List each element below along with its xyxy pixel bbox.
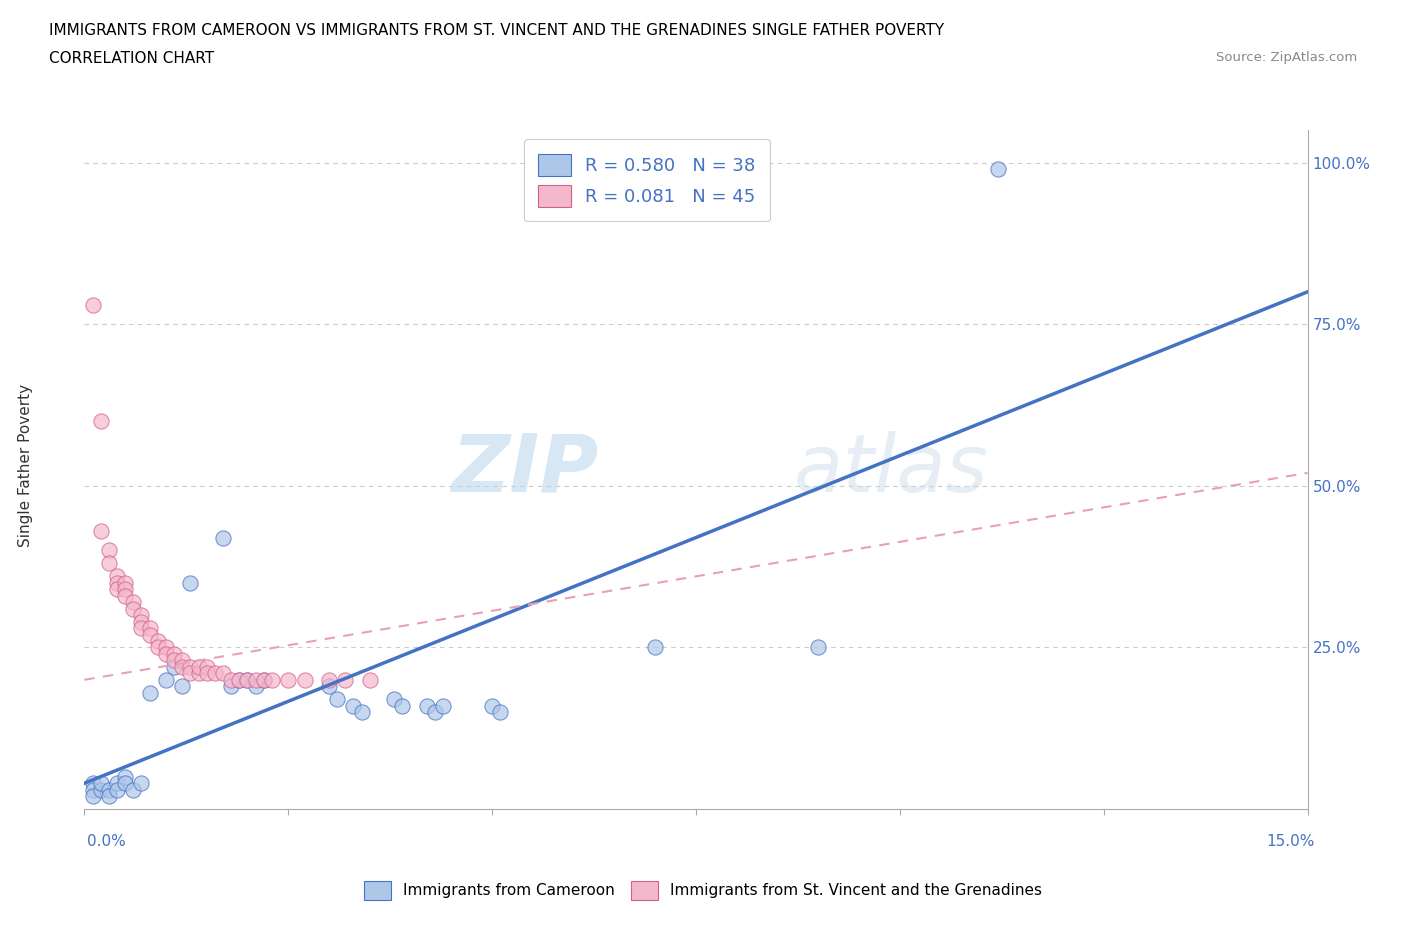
Point <box>807 640 830 655</box>
Point <box>82 776 104 790</box>
Point <box>179 576 201 591</box>
Point <box>82 789 104 804</box>
Point <box>163 659 186 674</box>
Point <box>245 672 267 687</box>
Point <box>326 692 349 707</box>
Point <box>260 672 283 687</box>
Point <box>644 640 666 655</box>
Point <box>195 659 218 674</box>
Point <box>105 582 128 597</box>
Point <box>277 672 299 687</box>
Point <box>204 666 226 681</box>
Point <box>219 672 242 687</box>
Point <box>253 672 276 687</box>
Point <box>228 672 250 687</box>
Point <box>97 782 120 797</box>
Point <box>122 782 145 797</box>
Point <box>318 679 340 694</box>
Point <box>416 698 439 713</box>
Point <box>172 659 194 674</box>
Point <box>105 776 128 790</box>
Point <box>155 672 177 687</box>
Point <box>359 672 381 687</box>
Point <box>245 679 267 694</box>
Point <box>195 666 218 681</box>
Point <box>97 789 120 804</box>
Point <box>114 582 136 597</box>
Point <box>114 776 136 790</box>
Point <box>138 620 160 635</box>
Text: ZIP: ZIP <box>451 431 598 509</box>
Point <box>294 672 316 687</box>
Point <box>82 782 104 797</box>
Point <box>82 298 104 312</box>
Legend: R = 0.580   N = 38, R = 0.081   N = 45: R = 0.580 N = 38, R = 0.081 N = 45 <box>524 140 770 221</box>
Point <box>90 776 112 790</box>
Point <box>114 589 136 604</box>
Point <box>155 646 177 661</box>
Point <box>105 569 128 584</box>
Point <box>172 679 194 694</box>
Text: IMMIGRANTS FROM CAMEROON VS IMMIGRANTS FROM ST. VINCENT AND THE GRENADINES SINGL: IMMIGRANTS FROM CAMEROON VS IMMIGRANTS F… <box>49 23 945 38</box>
Point <box>155 640 177 655</box>
Point <box>432 698 454 713</box>
Point <box>212 666 235 681</box>
Point <box>90 782 112 797</box>
Point <box>122 595 145 610</box>
Point <box>489 705 512 720</box>
Point <box>131 620 153 635</box>
Point <box>105 576 128 591</box>
Point <box>163 653 186 668</box>
Point <box>236 672 259 687</box>
Point <box>172 653 194 668</box>
Text: Single Father Poverty: Single Father Poverty <box>18 383 32 547</box>
Point <box>131 776 153 790</box>
Text: 0.0%: 0.0% <box>87 834 127 849</box>
Point <box>122 601 145 616</box>
Point <box>90 524 112 538</box>
Point <box>350 705 373 720</box>
Point <box>138 627 160 642</box>
Text: CORRELATION CHART: CORRELATION CHART <box>49 51 214 66</box>
Point <box>179 666 201 681</box>
Text: atlas: atlas <box>794 431 988 509</box>
Point <box>146 640 169 655</box>
Point <box>335 672 357 687</box>
Point <box>105 782 128 797</box>
Point <box>219 679 242 694</box>
Point <box>138 685 160 700</box>
Point <box>987 162 1010 177</box>
Point <box>114 769 136 784</box>
Point <box>146 633 169 648</box>
Point <box>236 672 259 687</box>
Point <box>187 659 209 674</box>
Point <box>391 698 413 713</box>
Point <box>253 672 276 687</box>
Text: 15.0%: 15.0% <box>1267 834 1315 849</box>
Point <box>97 556 120 571</box>
Point <box>90 414 112 429</box>
Point <box>179 659 201 674</box>
Point <box>131 614 153 629</box>
Legend: Immigrants from Cameroon, Immigrants from St. Vincent and the Grenadines: Immigrants from Cameroon, Immigrants fro… <box>357 875 1049 906</box>
Point <box>342 698 364 713</box>
Point <box>187 666 209 681</box>
Point <box>423 705 446 720</box>
Point <box>382 692 405 707</box>
Point <box>212 530 235 545</box>
Point <box>97 543 120 558</box>
Point <box>318 672 340 687</box>
Point <box>163 646 186 661</box>
Point <box>114 576 136 591</box>
Text: Source: ZipAtlas.com: Source: ZipAtlas.com <box>1216 51 1357 64</box>
Point <box>228 672 250 687</box>
Point <box>131 607 153 622</box>
Point <box>481 698 503 713</box>
